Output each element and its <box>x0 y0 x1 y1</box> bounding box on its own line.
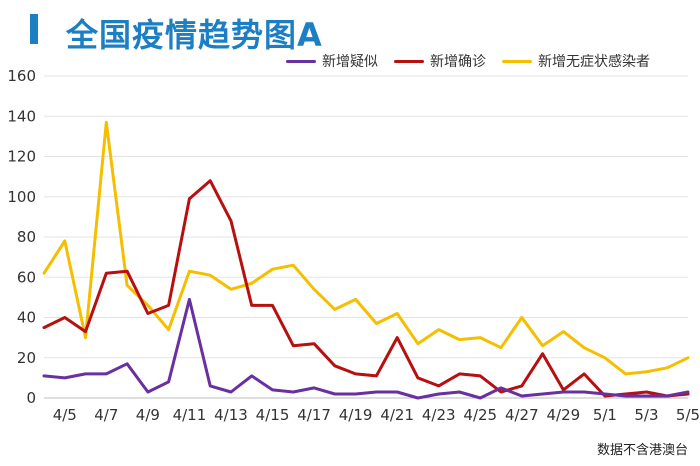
x-tick-label: 4/9 <box>136 406 160 424</box>
x-tick-label: 5/1 <box>593 406 617 424</box>
legend-item-confirmed: 新增确诊 <box>394 51 486 71</box>
legend-item-suspected: 新增疑似 <box>286 51 378 71</box>
x-tick-label: 4/5 <box>53 406 77 424</box>
x-tick-label: 4/15 <box>256 406 290 424</box>
x-axis-ticks: 4/5 4/7 4/9 4/11 4/13 4/15 4/17 4/19 4/21 4/23 4/2… <box>53 406 700 424</box>
x-tick-label: 4/25 <box>463 406 497 424</box>
y-tick-label: 0 <box>26 389 36 407</box>
x-tick-label: 4/29 <box>547 406 581 424</box>
x-tick-label: 4/7 <box>94 406 118 424</box>
series-line-confirmed <box>42 179 690 398</box>
legend-swatch-suspected <box>286 59 316 63</box>
y-axis-ticks: 0 20 40 60 80 100 120 140 160 <box>7 67 36 407</box>
y-tick-label: 20 <box>17 349 36 367</box>
legend-item-asymptomatic: 新增无症状感染者 <box>502 51 650 71</box>
series-lines <box>42 120 690 400</box>
x-tick-label: 4/13 <box>214 406 248 424</box>
legend-label-suspected: 新增疑似 <box>322 54 378 70</box>
grid-lines <box>44 75 688 399</box>
series-line-asymptomatic <box>42 120 690 376</box>
x-tick-label: 4/23 <box>422 406 456 424</box>
y-tick-label: 60 <box>17 268 36 286</box>
chart-title: 全国疫情趋势图A <box>66 16 323 54</box>
y-tick-label: 40 <box>17 309 36 327</box>
x-tick-label: 5/5 <box>676 406 700 424</box>
x-tick-label: 4/11 <box>173 406 207 424</box>
y-tick-label: 120 <box>7 148 36 166</box>
y-tick-label: 160 <box>7 67 36 85</box>
legend-swatch-confirmed <box>394 59 424 63</box>
x-tick-label: 4/17 <box>297 406 331 424</box>
data-source-note: 数据不含港澳台 <box>596 443 688 458</box>
legend-label-confirmed: 新增确诊 <box>430 54 486 70</box>
chart-legend: 新增疑似 新增确诊 新增无症状感染者 <box>286 50 666 72</box>
legend-swatch-asymptomatic <box>502 59 532 63</box>
y-tick-label: 100 <box>7 188 36 206</box>
x-tick-label: 4/19 <box>339 406 373 424</box>
y-tick-label: 140 <box>7 107 36 125</box>
title-accent-bar <box>30 14 38 44</box>
legend-label-asymptomatic: 新增无症状感染者 <box>538 54 650 70</box>
x-tick-label: 4/21 <box>380 406 414 424</box>
x-tick-label: 5/3 <box>634 406 658 424</box>
y-tick-label: 80 <box>17 228 36 246</box>
series-line-suspected <box>42 297 690 400</box>
x-tick-label: 4/27 <box>505 406 539 424</box>
